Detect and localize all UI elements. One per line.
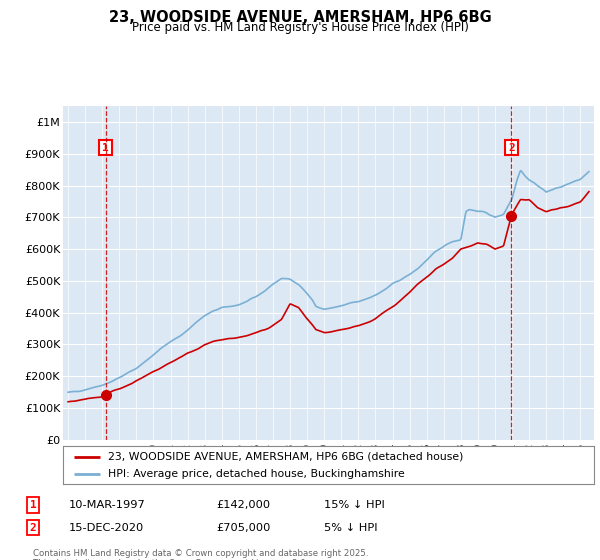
Text: 15% ↓ HPI: 15% ↓ HPI	[324, 500, 385, 510]
Text: £142,000: £142,000	[216, 500, 270, 510]
Text: £705,000: £705,000	[216, 522, 271, 533]
Text: 23, WOODSIDE AVENUE, AMERSHAM, HP6 6BG: 23, WOODSIDE AVENUE, AMERSHAM, HP6 6BG	[109, 10, 491, 25]
Text: 15-DEC-2020: 15-DEC-2020	[69, 522, 144, 533]
Text: HPI: Average price, detached house, Buckinghamshire: HPI: Average price, detached house, Buck…	[108, 469, 405, 479]
Text: 5% ↓ HPI: 5% ↓ HPI	[324, 522, 377, 533]
Text: Contains HM Land Registry data © Crown copyright and database right 2025.
This d: Contains HM Land Registry data © Crown c…	[33, 549, 368, 560]
Text: 1: 1	[102, 143, 109, 153]
Text: Price paid vs. HM Land Registry's House Price Index (HPI): Price paid vs. HM Land Registry's House …	[131, 21, 469, 34]
Text: 2: 2	[508, 143, 515, 153]
Text: 23, WOODSIDE AVENUE, AMERSHAM, HP6 6BG (detached house): 23, WOODSIDE AVENUE, AMERSHAM, HP6 6BG (…	[108, 451, 464, 461]
Text: 10-MAR-1997: 10-MAR-1997	[69, 500, 146, 510]
Text: 1: 1	[29, 500, 37, 510]
Text: 2: 2	[29, 522, 37, 533]
